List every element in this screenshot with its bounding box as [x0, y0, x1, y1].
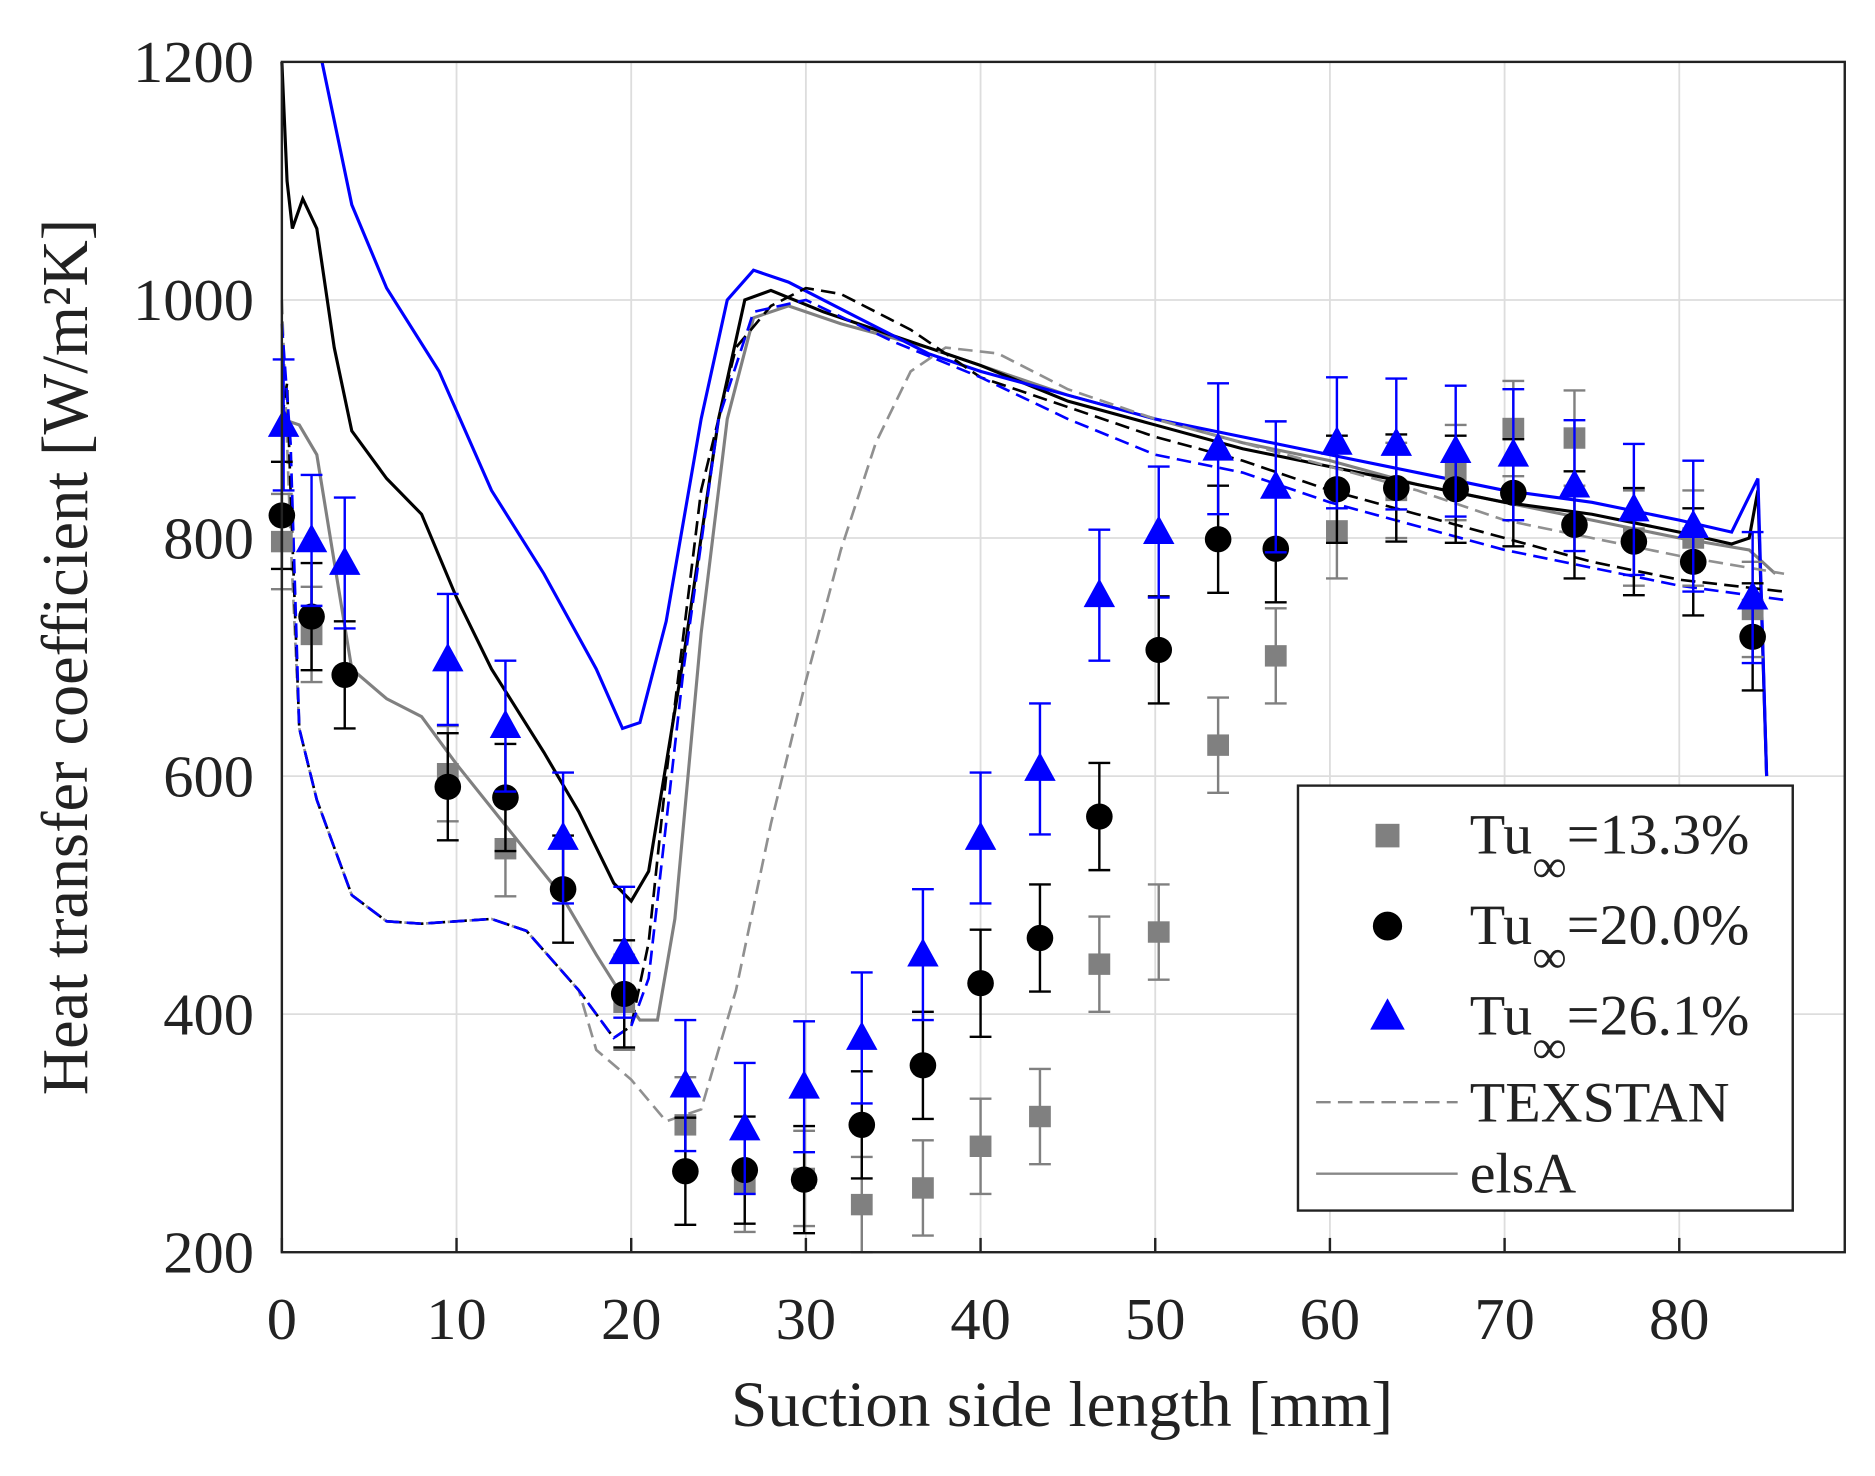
square-marker: [1264, 645, 1287, 667]
square-marker: [1207, 734, 1230, 756]
legend-label: Tu∞=20.0%: [1470, 894, 1750, 983]
y-tick-label: 600: [163, 744, 254, 809]
triangle-marker: [907, 937, 939, 967]
triangle-marker: [1321, 426, 1353, 455]
line-texstan-tu-13-3-: [280, 299, 1785, 1123]
circle-marker: [434, 773, 462, 800]
square-marker: [1147, 921, 1170, 943]
triangle-marker: [295, 523, 328, 553]
square-marker: [850, 1193, 873, 1216]
circle-marker: [790, 1166, 818, 1193]
triangle-marker: [1024, 752, 1056, 781]
legend-box: [1296, 784, 1794, 1212]
x-tick-label: 0: [267, 1287, 297, 1352]
y-tick-label: 1000: [133, 268, 254, 333]
triangle-marker: [1083, 578, 1116, 608]
legend-label: TEXSTAN: [1470, 1072, 1730, 1134]
triangle-marker: [1497, 438, 1530, 467]
triangle-marker: [1202, 432, 1234, 461]
y-tick-label: 800: [163, 506, 254, 571]
triangle-marker: [1439, 434, 1472, 464]
triangle-marker: [1143, 515, 1175, 544]
triangle-marker: [608, 935, 640, 965]
triangle-marker: [846, 1021, 878, 1050]
triangle-marker: [547, 821, 579, 850]
legend-label-main: Tu: [1470, 804, 1532, 866]
triangle-marker: [1618, 492, 1650, 522]
legend-label-rest: =26.1%: [1567, 985, 1750, 1047]
square-marker: [1029, 1105, 1051, 1128]
legend-label-main: Tu: [1470, 894, 1532, 956]
square-marker: [969, 1135, 992, 1157]
x-tick-label: 30: [776, 1287, 836, 1352]
triangle-marker: [1380, 427, 1413, 456]
circle-marker: [1026, 924, 1054, 952]
line-texstan-tu-26-1-: [280, 298, 1785, 1040]
x-tick-labels: 0 10 20 30 40 50 60 70 80: [267, 1287, 1710, 1352]
circle-marker: [331, 661, 359, 689]
y-tick-label: 1200: [133, 30, 254, 95]
triangle-marker: [1736, 580, 1769, 610]
triangle-marker: [1677, 509, 1709, 539]
legend-triangle-icon: [1370, 998, 1405, 1030]
measurement-markers: [267, 358, 1769, 1254]
triangle-marker: [489, 709, 522, 738]
line-elsa-tu-26-1-: [320, 61, 1769, 777]
x-tick-label: 10: [426, 1287, 486, 1352]
triangle-marker: [1260, 470, 1292, 499]
legend-label-main: Tu: [1470, 985, 1532, 1047]
circle-marker: [1086, 803, 1113, 830]
y-tick-label: 200: [163, 1220, 254, 1285]
plot-frame: [280, 60, 1846, 1254]
triangle-marker: [432, 642, 464, 672]
triangle-marker: [964, 821, 997, 850]
circle-marker: [672, 1158, 699, 1185]
y-axis-label: Heat transfer coefficient [W/m²K]: [30, 219, 103, 1095]
circle-marker: [909, 1052, 937, 1079]
y-tick-label: 400: [163, 982, 254, 1047]
triangle-marker: [267, 408, 300, 437]
circle-marker: [848, 1111, 876, 1138]
x-axis-label: Suction side length [mm]: [731, 1369, 1393, 1440]
circle-marker: [298, 603, 325, 630]
triangle-marker: [669, 1068, 702, 1098]
triangle-marker: [788, 1070, 820, 1099]
legend-label-rest: =20.0%: [1567, 894, 1750, 956]
x-tick-label: 20: [601, 1287, 661, 1352]
y-tick-labels: 200 400 600 800 1000 1200: [133, 30, 254, 1286]
legend-label-rest: =13.3%: [1567, 804, 1750, 866]
legend-label: Tu∞=13.3%: [1470, 804, 1750, 893]
triangle-marker: [729, 1111, 761, 1141]
circle-marker: [1145, 636, 1173, 664]
x-tick-label: 70: [1474, 1287, 1534, 1352]
legend-label-sub: ∞: [1532, 931, 1566, 984]
square-marker: [912, 1177, 934, 1199]
x-tick-label: 50: [1125, 1287, 1185, 1352]
triangle-marker: [1558, 468, 1591, 498]
legend-label-sub: ∞: [1532, 1021, 1566, 1074]
x-tick-label: 40: [950, 1287, 1010, 1352]
legend-label-sub: ∞: [1532, 840, 1566, 893]
legend-circle-icon: [1372, 911, 1403, 941]
legend-square-icon: [1375, 823, 1400, 848]
x-tick-label: 60: [1300, 1287, 1360, 1352]
circle-marker: [1204, 526, 1232, 553]
x-tick-label: 80: [1649, 1287, 1709, 1352]
square-marker: [1088, 953, 1111, 975]
legend-label: elsA: [1470, 1143, 1577, 1205]
triangle-marker: [329, 546, 361, 575]
circle-marker: [967, 970, 994, 997]
legend-label: Tu∞=26.1%: [1470, 985, 1750, 1074]
